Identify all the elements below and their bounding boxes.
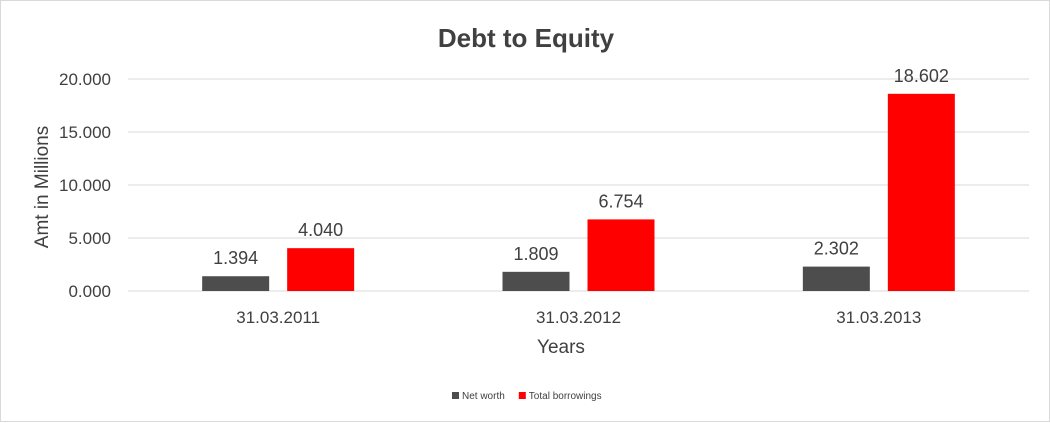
x-tick-label: 31.03.2012 — [536, 308, 621, 327]
data-label: 1.809 — [513, 244, 558, 264]
legend: Net worth Total borrowings — [452, 391, 602, 402]
bar-net-worth — [802, 266, 870, 291]
x-tick-label: 31.03.2013 — [836, 308, 921, 327]
x-axis-ticks: 31.03.2011 31.03.2012 31.03.2013 — [236, 308, 921, 327]
legend-swatch — [518, 392, 526, 399]
chart-title: Debt to Equity — [438, 23, 615, 53]
data-labels: 1.394 4.040 1.809 6.754 2.302 18.602 — [213, 66, 949, 268]
data-label: 6.754 — [598, 191, 643, 211]
y-tick-label: 15.000 — [59, 123, 111, 142]
y-tick-label: 10.000 — [59, 176, 111, 195]
y-axis-ticks: 0.000 5.000 10.000 15.000 20.000 — [59, 70, 111, 301]
bar-net-worth — [202, 276, 270, 291]
y-tick-label: 5.000 — [68, 229, 111, 248]
data-label: 2.302 — [814, 239, 859, 259]
x-axis-title: Years — [537, 337, 585, 358]
legend-label: Total borrowings — [529, 391, 602, 402]
bar-total-borrowings — [587, 219, 655, 291]
legend-label: Net worth — [462, 391, 505, 402]
bar-total-borrowings — [887, 93, 955, 291]
bars — [202, 93, 955, 291]
gridlines — [128, 78, 1029, 292]
y-tick-label: 0.000 — [68, 282, 111, 301]
x-tick-label: 31.03.2011 — [236, 308, 320, 327]
data-label: 18.602 — [894, 66, 949, 86]
legend-swatch — [452, 392, 459, 399]
data-label: 1.394 — [213, 248, 258, 268]
bar-total-borrowings — [287, 248, 355, 291]
data-label: 4.040 — [298, 220, 343, 240]
bar-net-worth — [502, 271, 570, 291]
y-axis-title: Amt in Millions — [32, 126, 53, 248]
y-tick-label: 20.000 — [59, 70, 111, 89]
